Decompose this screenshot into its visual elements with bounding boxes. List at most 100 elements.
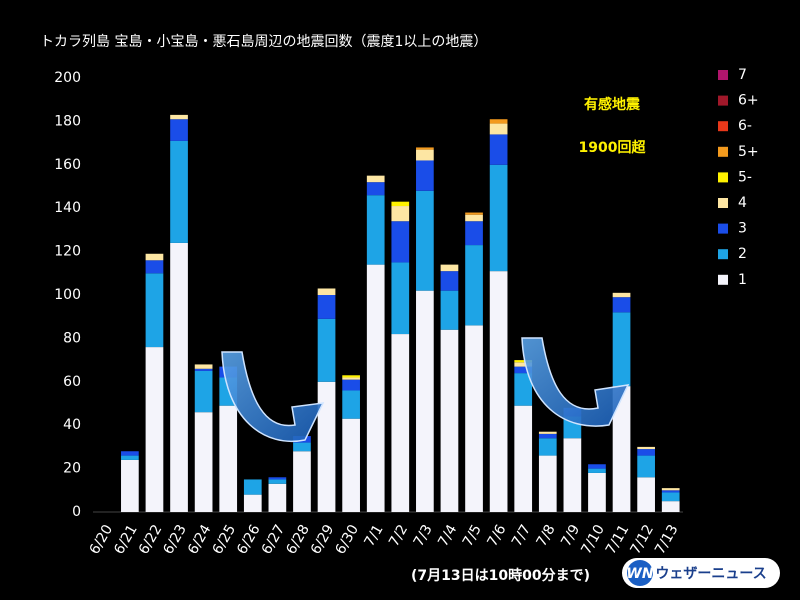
bar-segment <box>145 347 164 512</box>
bar-segment <box>317 288 336 295</box>
x-tick-label: 7/12 <box>627 522 657 557</box>
y-tick-label: 160 <box>54 157 81 173</box>
bar-segment <box>440 264 459 272</box>
bar-segment <box>317 295 336 319</box>
bar-segment <box>637 446 655 450</box>
bar-segment <box>514 373 533 406</box>
bar-segment <box>661 501 680 512</box>
bar-segment <box>588 464 606 469</box>
bar-segment <box>243 494 262 512</box>
bar-segment <box>538 438 557 456</box>
bar-segment <box>637 449 655 456</box>
chart-title: トカラ列島 宝島・小宝島・悪石島周辺の地震回数（震度1以上の地震） <box>40 34 487 50</box>
x-tick-label: 6/24 <box>185 522 215 557</box>
x-tick-label: 6/29 <box>308 522 338 557</box>
bar-segment <box>121 451 139 456</box>
bar-segment <box>243 479 262 495</box>
legend-swatch <box>718 95 728 106</box>
bar-segment <box>588 468 606 473</box>
bar-segment <box>661 488 680 491</box>
x-tick-label: 7/2 <box>386 522 411 550</box>
bar-segment <box>366 182 385 196</box>
legend-label: 5- <box>738 169 752 185</box>
legend-swatch <box>718 198 728 208</box>
x-tick-label: 7/3 <box>411 522 436 550</box>
bar-segment <box>514 366 533 374</box>
bar-segment <box>391 262 410 335</box>
x-tick-label: 7/7 <box>509 522 534 550</box>
y-tick-label: 100 <box>54 287 81 303</box>
bar-segment <box>219 405 238 512</box>
bar-segment <box>416 160 434 191</box>
x-tick-label: 6/28 <box>283 522 313 557</box>
legend-swatch <box>718 274 728 285</box>
bar-segment <box>194 370 213 413</box>
bar-segment <box>416 147 434 150</box>
bar-segment <box>145 260 164 274</box>
bar-segment <box>440 271 459 291</box>
x-tick-label: 7/5 <box>460 522 485 550</box>
bar-segment <box>121 455 139 460</box>
legend-label: 4 <box>738 195 747 211</box>
legend-swatch <box>718 172 728 183</box>
legend-label: 6- <box>738 118 752 134</box>
x-tick-label: 6/30 <box>332 522 362 557</box>
bar-segment <box>637 455 655 478</box>
bar-segment <box>538 433 557 439</box>
annotation: 有感地震 <box>584 96 641 113</box>
bar-segment <box>342 379 360 391</box>
bar-segment <box>391 221 410 263</box>
bar-segment <box>416 290 434 512</box>
bar-segment <box>489 123 508 135</box>
bar-segment <box>612 292 631 298</box>
bar-segment <box>661 490 680 493</box>
bar-segment <box>170 242 188 513</box>
bar-segment <box>268 477 287 480</box>
bar-segment <box>588 472 606 512</box>
legend-swatch <box>718 121 728 132</box>
bar-segment <box>317 381 336 512</box>
x-tick-label: 7/13 <box>652 522 682 557</box>
bar-segment <box>194 412 213 512</box>
bar-segment <box>465 325 483 512</box>
y-tick-label: 140 <box>54 200 81 216</box>
x-tick-label: 6/20 <box>87 522 117 557</box>
note: (7月13日は10時00分まで) <box>411 567 590 584</box>
y-tick-label: 60 <box>63 374 81 390</box>
y-tick-label: 200 <box>54 70 81 86</box>
bar-segment <box>170 114 188 120</box>
legend-label: 6+ <box>738 93 759 109</box>
bar-segment <box>170 140 188 243</box>
y-tick-label: 180 <box>54 113 81 129</box>
x-tick-label: 7/4 <box>435 522 460 550</box>
bar-segment <box>465 245 483 326</box>
bar-segment <box>514 360 533 363</box>
x-tick-label: 6/27 <box>259 522 289 557</box>
bar-segment <box>342 375 360 378</box>
bar-segment <box>342 377 360 380</box>
bar-segment <box>391 206 410 222</box>
legend-swatch <box>718 249 728 260</box>
x-tick-label: 7/11 <box>603 522 633 557</box>
bar-segment <box>317 318 336 382</box>
legend-label: 2 <box>738 246 747 262</box>
bar-segment <box>637 477 655 512</box>
x-tick-label: 6/21 <box>111 522 141 557</box>
x-tick-label: 6/22 <box>136 522 166 557</box>
bar-segment <box>612 386 631 512</box>
bar-segment <box>489 134 508 165</box>
bar-segment <box>268 483 287 512</box>
legend-swatch <box>718 223 728 234</box>
bar-segment <box>538 455 557 512</box>
bar-segment <box>612 297 631 313</box>
legend-label: 7 <box>738 67 747 83</box>
arrow <box>521 337 630 427</box>
legend-label: 1 <box>738 272 747 288</box>
bar-segment <box>514 362 533 367</box>
y-tick-label: 20 <box>63 461 81 477</box>
logo-icon <box>627 560 653 586</box>
y-tick-label: 0 <box>72 504 81 520</box>
bar-segment <box>465 212 483 215</box>
bar-segment <box>342 390 360 419</box>
